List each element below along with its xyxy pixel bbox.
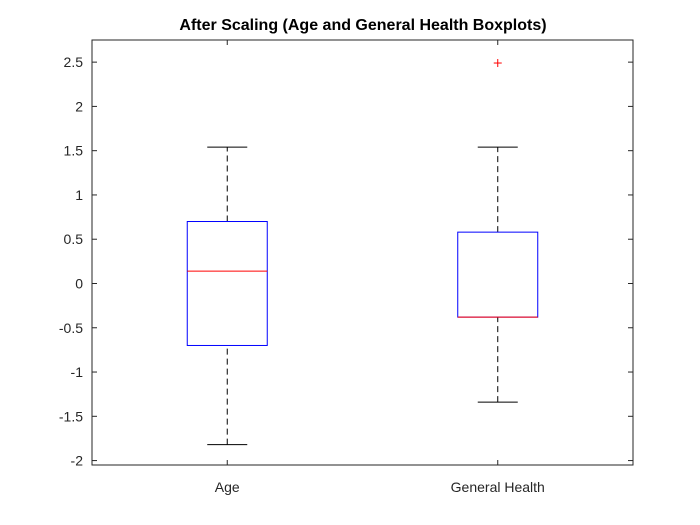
- y-tick-label: -0.5: [59, 320, 83, 336]
- y-tick-label: -1.5: [59, 408, 83, 424]
- x-tick-label: Age: [215, 479, 240, 495]
- y-tick-label: 2: [75, 98, 83, 114]
- y-tick-label: 0: [75, 275, 83, 291]
- outlier-marker: [493, 59, 502, 68]
- x-tick-label: General Health: [451, 479, 545, 495]
- plot-area: [91, 39, 634, 466]
- y-tick-label: 1: [75, 187, 83, 203]
- y-tick-label: -2: [71, 453, 84, 469]
- box-group: [186, 146, 268, 446]
- chart-title: After Scaling (Age and General Health Bo…: [179, 17, 546, 34]
- y-tick-label: 2.5: [64, 54, 84, 70]
- boxes-layer: [186, 59, 539, 446]
- box: [186, 221, 268, 346]
- box-group: [457, 59, 539, 403]
- y-tick-label: 0.5: [64, 231, 84, 247]
- y-tick-label: 1.5: [64, 143, 84, 159]
- ticks-layer: -2 -1.5 -1 -0.5 0 0.5 1 1.5 2 2.5 Age General Healt…: [59, 40, 633, 495]
- y-tick-label: -1: [71, 364, 84, 380]
